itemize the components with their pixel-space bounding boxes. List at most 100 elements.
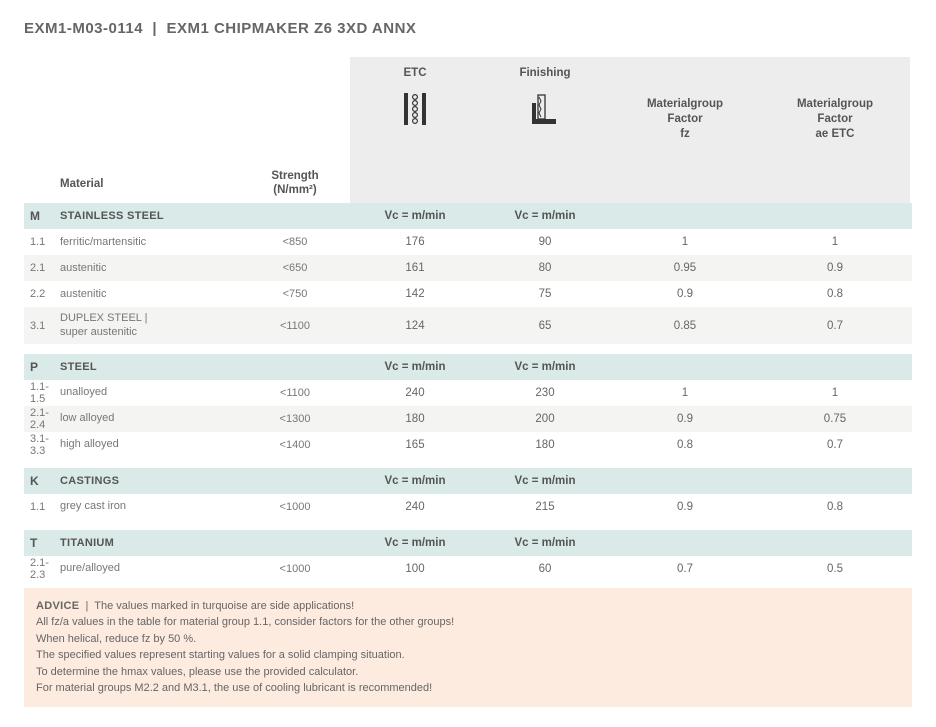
table-row: 1.1ferritic/martensitic<8501769011 — [24, 229, 912, 255]
title-code: EXM1-M03-0114 — [24, 20, 143, 37]
row-fz: 0.95 — [610, 255, 760, 281]
row-finishing: 80 — [480, 255, 610, 281]
row-ae: 1 — [760, 229, 910, 255]
row-ae: 0.75 — [760, 406, 910, 432]
advice-line: For material groups M2.2 and M3.1, the u… — [36, 682, 432, 694]
row-id: 2.2 — [24, 281, 60, 307]
row-strength: <650 — [240, 255, 350, 281]
group-name: STEEL — [60, 354, 240, 380]
etc-icon — [356, 91, 474, 131]
title-name: EXM1 CHIPMAKER Z6 3XD ANNX — [166, 20, 416, 37]
row-id: 3.1 — [24, 307, 60, 343]
row-etc: 180 — [350, 406, 480, 432]
row-strength: <1000 — [240, 494, 350, 520]
table-row: 2.1austenitic<650161800.950.9 — [24, 255, 912, 281]
row-fz: 0.9 — [610, 406, 760, 432]
vc-label: Vc = m/min — [480, 354, 610, 380]
col-material-label: Material — [60, 162, 240, 204]
row-ae: 0.5 — [760, 556, 910, 582]
row-ae: 0.7 — [760, 432, 910, 458]
row-finishing: 215 — [480, 494, 610, 520]
row-id: 1.1-1.5 — [24, 380, 60, 406]
row-etc: 100 — [350, 556, 480, 582]
row-material: grey cast iron — [60, 494, 240, 520]
group-name: TITANIUM — [60, 530, 240, 556]
row-strength: <1000 — [240, 556, 350, 582]
row-strength: <850 — [240, 229, 350, 255]
page-title: EXM1-M03-0114 | EXM1 CHIPMAKER Z6 3XD AN… — [24, 20, 912, 37]
col-etc-label: ETC — [404, 67, 427, 79]
table-row: 3.1-3.3high alloyed<14001651800.80.7 — [24, 432, 912, 458]
col-factor-fz-label: MaterialgroupFactorfz — [610, 57, 760, 162]
row-material: high alloyed — [60, 432, 240, 458]
advice-label: ADVICE — [36, 600, 79, 612]
row-etc: 161 — [350, 255, 480, 281]
row-id: 2.1 — [24, 255, 60, 281]
row-id: 1.1 — [24, 494, 60, 520]
group-header: KCASTINGS Vc = m/minVc = m/min — [24, 468, 912, 494]
col-strength-label: Strength(N/mm²) — [240, 162, 350, 204]
advice-line: All fz/a values in the table for materia… — [36, 616, 454, 628]
row-ae: 0.7 — [760, 307, 910, 343]
row-fz: 0.85 — [610, 307, 760, 343]
row-id: 3.1-3.3 — [24, 432, 60, 458]
advice-line: To determine the hmax values, please use… — [36, 666, 358, 678]
table-row: 3.1DUPLEX STEEL |super austenitic<110012… — [24, 307, 912, 343]
row-strength: <750 — [240, 281, 350, 307]
table-row: 2.2austenitic<750142750.90.8 — [24, 281, 912, 307]
row-ae: 0.8 — [760, 281, 910, 307]
row-material: low alloyed — [60, 406, 240, 432]
row-fz: 1 — [610, 380, 760, 406]
row-material: austenitic — [60, 255, 240, 281]
row-etc: 240 — [350, 494, 480, 520]
row-finishing: 90 — [480, 229, 610, 255]
group-code: M — [24, 203, 60, 229]
row-material: unalloyed — [60, 380, 240, 406]
advice-line: When helical, reduce fz by 50 %. — [36, 633, 196, 645]
table-row: 2.1-2.4low alloyed<13001802000.90.75 — [24, 406, 912, 432]
table-row: 1.1-1.5unalloyed<110024023011 — [24, 380, 912, 406]
group-header: PSTEELVc = m/minVc = m/min — [24, 354, 912, 380]
group-header: TTITANIUMVc = m/minVc = m/min — [24, 530, 912, 556]
cutting-data-table: ETC Finishing — [24, 57, 912, 582]
vc-label: Vc = m/min — [350, 203, 480, 229]
group-code: T — [24, 530, 60, 556]
row-material: austenitic — [60, 281, 240, 307]
row-etc: 142 — [350, 281, 480, 307]
group-name: CASTINGS — [60, 468, 240, 494]
vc-label: Vc = m/min — [480, 468, 610, 494]
row-strength: <1300 — [240, 406, 350, 432]
finishing-icon — [486, 91, 604, 131]
row-etc: 165 — [350, 432, 480, 458]
vc-label: Vc = m/min — [350, 354, 480, 380]
row-finishing: 65 — [480, 307, 610, 343]
row-strength: <1100 — [240, 307, 350, 343]
table-row: 2.1-2.3pure/alloyed<1000100600.70.5 — [24, 556, 912, 582]
advice-box: ADVICE | The values marked in turquoise … — [24, 588, 912, 707]
sub-headers: Material Strength(N/mm²) — [24, 162, 912, 204]
row-ae: 0.8 — [760, 494, 910, 520]
row-id: 2.1-2.3 — [24, 556, 60, 582]
row-ae: 1 — [760, 380, 910, 406]
row-strength: <1100 — [240, 380, 350, 406]
column-headers: ETC Finishing — [24, 57, 912, 162]
row-etc: 240 — [350, 380, 480, 406]
table-row: 1.1grey cast iron<10002402150.90.8 — [24, 494, 912, 520]
row-ae: 0.9 — [760, 255, 910, 281]
row-material: ferritic/martensitic — [60, 229, 240, 255]
row-id: 1.1 — [24, 229, 60, 255]
group-name: STAINLESS STEEL — [60, 203, 240, 229]
row-finishing: 180 — [480, 432, 610, 458]
col-finishing-label: Finishing — [519, 67, 570, 79]
group-code: K — [24, 468, 60, 494]
row-fz: 0.9 — [610, 281, 760, 307]
advice-line: The specified values represent starting … — [36, 649, 405, 661]
row-strength: <1400 — [240, 432, 350, 458]
vc-label: Vc = m/min — [350, 468, 480, 494]
row-fz: 0.9 — [610, 494, 760, 520]
row-finishing: 75 — [480, 281, 610, 307]
row-fz: 0.7 — [610, 556, 760, 582]
row-etc: 176 — [350, 229, 480, 255]
row-finishing: 230 — [480, 380, 610, 406]
row-finishing: 60 — [480, 556, 610, 582]
